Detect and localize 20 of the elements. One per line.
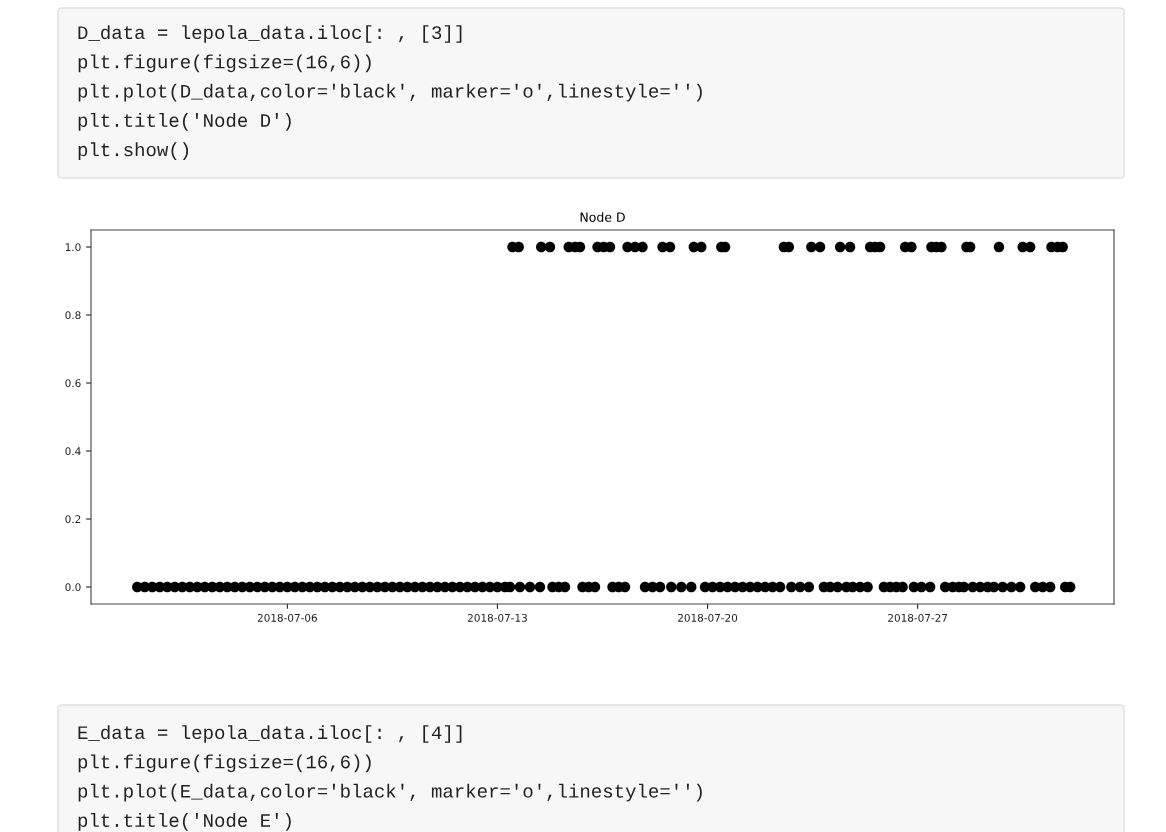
chart-title: Node D <box>580 212 625 222</box>
text: plt.plot(D_data,color='black', marker='o',linestyle='') <box>78 83 702 102</box>
text: D_data = lepola_data.iloc[: , [3]] <box>78 25 462 43</box>
x-tick-label: 2018-07-06 <box>257 613 317 622</box>
text: E_data = lepola_data.iloc[: , [4]] <box>78 725 462 743</box>
y-tick-label: 1.0 <box>65 243 81 252</box>
text: plt.show() <box>78 142 188 161</box>
text: plt.plot(E_data,color='black', marker='o',linestyle='') <box>78 783 702 802</box>
y-tick-label: 0.8 <box>65 311 81 320</box>
text: plt.title('Node E') <box>78 813 291 831</box>
text: plt.title('Node D') <box>78 113 291 131</box>
y-tick-label: 0.2 <box>65 515 81 524</box>
y-tick-label: 0.4 <box>65 447 81 456</box>
text: plt.figure(figsize=(16,6)) <box>78 54 371 73</box>
y-tick-label: 0.0 <box>65 583 81 592</box>
x-tick-label: 2018-07-27 <box>888 613 948 622</box>
x-tick-label: 2018-07-20 <box>678 613 738 622</box>
text: plt.figure(figsize=(16,6)) <box>78 754 371 773</box>
x-tick-label: 2018-07-13 <box>467 613 527 622</box>
y-tick-label: 0.6 <box>65 379 81 388</box>
